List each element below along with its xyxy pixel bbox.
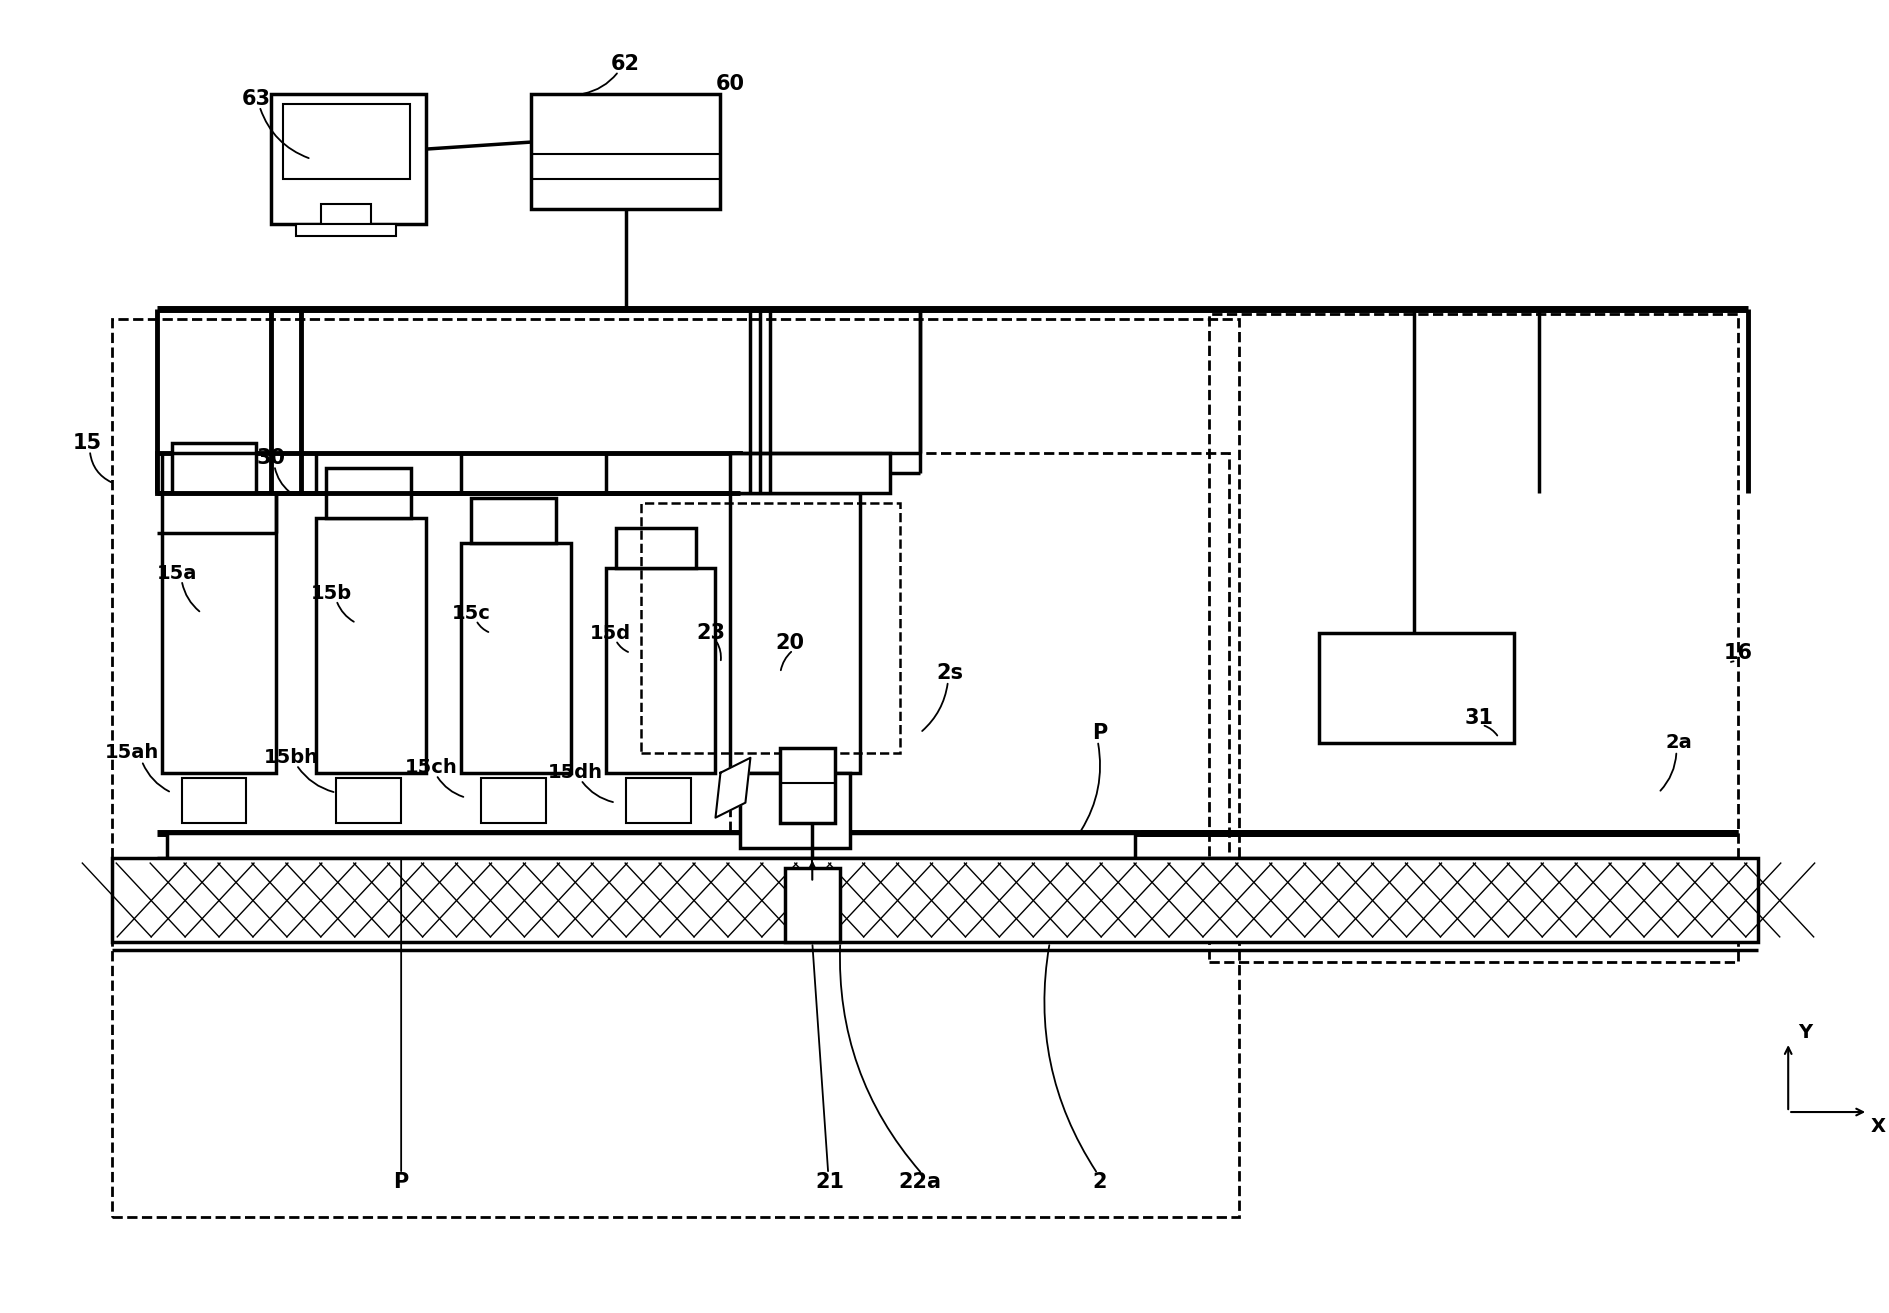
Text: Y: Y	[1796, 1023, 1812, 1041]
Bar	[780, 748, 835, 823]
Bar	[1209, 314, 1738, 962]
Text: 21: 21	[816, 1173, 844, 1192]
Text: 30: 30	[257, 449, 285, 469]
Text: 15d: 15d	[589, 624, 631, 642]
Text: P: P	[1092, 723, 1107, 743]
Text: 63: 63	[242, 89, 270, 109]
Text: X: X	[1870, 1117, 1885, 1136]
Text: 15ah: 15ah	[104, 743, 159, 763]
Bar	[640, 503, 899, 752]
Bar	[729, 494, 859, 773]
Bar	[162, 494, 276, 773]
Bar	[336, 777, 400, 823]
Bar	[172, 444, 257, 494]
Bar	[321, 204, 370, 225]
Bar	[729, 453, 1228, 882]
Bar	[470, 499, 555, 544]
Bar	[616, 528, 695, 569]
Text: 16: 16	[1723, 643, 1751, 663]
Text: 31: 31	[1464, 708, 1492, 727]
Text: 20: 20	[774, 633, 805, 653]
Bar	[327, 469, 412, 519]
Text: 22a: 22a	[897, 1173, 941, 1192]
Text: 15dh: 15dh	[548, 763, 603, 783]
Bar	[157, 453, 740, 494]
Text: 15bh: 15bh	[264, 748, 319, 767]
Text: 2a: 2a	[1664, 734, 1691, 752]
Bar	[480, 777, 546, 823]
Text: 15ch: 15ch	[404, 759, 457, 777]
Polygon shape	[716, 758, 750, 818]
Bar	[729, 453, 890, 494]
Bar	[604, 569, 716, 773]
Bar	[111, 857, 1757, 943]
Text: 15a: 15a	[157, 563, 196, 583]
Text: 2: 2	[1092, 1173, 1107, 1192]
Text: P: P	[393, 1173, 408, 1192]
Bar	[272, 95, 425, 225]
Bar	[111, 319, 1239, 1217]
Bar	[625, 777, 689, 823]
Bar	[461, 544, 570, 773]
Text: 23: 23	[695, 624, 725, 643]
Text: 60: 60	[716, 75, 744, 95]
Bar	[166, 832, 1133, 857]
Bar	[786, 868, 841, 943]
Text: 2s: 2s	[935, 663, 963, 683]
Bar	[181, 777, 246, 823]
Bar	[315, 519, 425, 773]
Text: 15b: 15b	[310, 584, 351, 603]
Text: 15: 15	[72, 433, 102, 453]
Bar	[740, 773, 850, 848]
Bar	[531, 95, 720, 209]
Bar	[1319, 633, 1513, 743]
Bar	[297, 225, 397, 236]
Text: 15c: 15c	[451, 604, 489, 622]
Text: 62: 62	[610, 54, 640, 75]
Bar	[283, 104, 410, 179]
